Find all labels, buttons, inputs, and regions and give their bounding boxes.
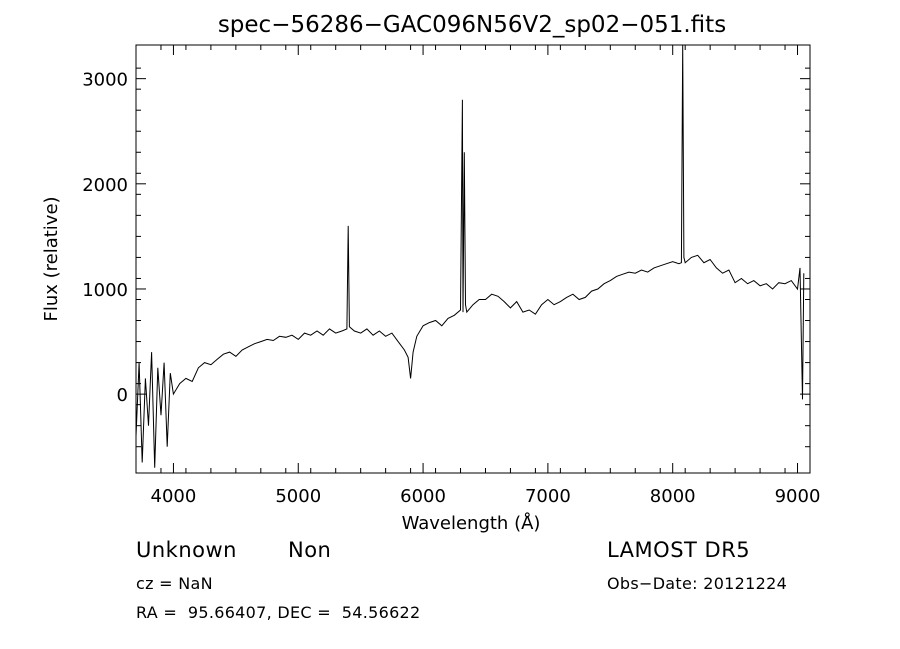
spectrum-series-line (135, 44, 805, 468)
object-class-text: Unknown (136, 538, 237, 562)
x-tick-label: 8000 (650, 486, 696, 507)
x-tick-label: 5000 (275, 486, 321, 507)
y-tick-label: 3000 (82, 70, 128, 91)
axis-ticks: 4000 5000 6000 7000 8000 9000 0 1000 2000 3000 (82, 45, 820, 507)
redshift-text: cz = NaN (136, 574, 213, 593)
chart-title: spec−56286−GAC096N56V2_sp02−051.fits (218, 12, 726, 38)
x-tick-label: 9000 (775, 486, 821, 507)
survey-name-text: LAMOST DR5 (607, 538, 751, 562)
coordinates-text: RA = 95.66407, DEC = 54.56622 (136, 603, 421, 622)
obs-date-text: Obs−Date: 20121224 (607, 574, 788, 593)
x-tick-label: 7000 (525, 486, 571, 507)
plot-frame (135, 44, 811, 474)
y-tick-label: 0 (117, 385, 128, 406)
y-tick-label: 2000 (82, 175, 128, 196)
y-tick-label: 1000 (82, 280, 128, 301)
x-tick-label: 4000 (151, 486, 197, 507)
x-tick-label: 6000 (400, 486, 446, 507)
subclass-text: Non (288, 538, 332, 562)
y-axis-label: Flux (relative) (41, 196, 62, 321)
x-axis-label: Wavelength (Å) (402, 512, 541, 534)
